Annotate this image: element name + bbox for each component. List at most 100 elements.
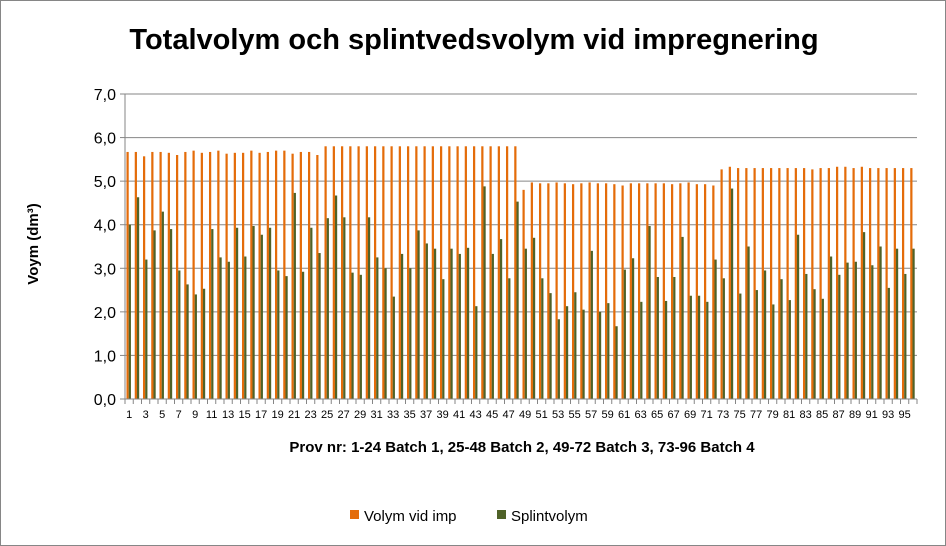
- bar-splintvolym: [895, 248, 899, 399]
- legend-label-volym-vid-imp: Volym vid imp: [364, 508, 457, 525]
- bar-volym-vid-imp: [159, 151, 162, 399]
- bar-volym-vid-imp: [225, 153, 228, 399]
- bar-volym-vid-imp: [522, 189, 525, 399]
- bar-volym-vid-imp: [373, 146, 377, 399]
- bar-volym-vid-imp: [274, 150, 278, 399]
- bar-volym-vid-imp: [365, 146, 368, 399]
- bar-splintvolym: [780, 279, 783, 399]
- bar-volym-vid-imp: [629, 183, 632, 399]
- x-tick-label: 9: [192, 409, 198, 421]
- x-tick-label: 85: [816, 409, 828, 421]
- bar-splintvolym: [293, 192, 296, 399]
- bar-splintvolym: [334, 195, 338, 399]
- y-axis-ticks: 0,0 1,0 2,0 3,0 4,0 5,0 6,0 7,0: [94, 87, 125, 409]
- bar-splintvolym: [161, 211, 164, 399]
- bar-volym-vid-imp: [794, 168, 797, 399]
- bar-volym-vid-imp: [431, 146, 434, 399]
- bar-volym-vid-imp: [464, 146, 467, 399]
- bar-volym-vid-imp: [687, 182, 690, 399]
- bar-volym-vid-imp: [588, 182, 591, 399]
- bar-volym-vid-imp: [736, 168, 740, 399]
- bar-volym-vid-imp: [217, 150, 220, 399]
- x-axis-label: Prov nr: 1-24 Batch 1, 25-48 Batch 2, 49…: [289, 439, 755, 456]
- bar-splintvolym: [343, 217, 346, 399]
- x-tick-label: 45: [486, 409, 498, 421]
- bar-volym-vid-imp: [852, 168, 855, 399]
- bar-splintvolym: [541, 278, 544, 399]
- bar-volym-vid-imp: [382, 146, 385, 399]
- y-tick-label: 1,0: [94, 348, 116, 365]
- bar-splintvolym: [145, 259, 148, 399]
- bar-splintvolym: [169, 229, 173, 399]
- bar-splintvolym: [318, 253, 321, 399]
- bar-splintvolym: [565, 306, 569, 399]
- x-tick-label: 1: [126, 409, 132, 421]
- x-tick-label: 81: [783, 409, 795, 421]
- bar-volym-vid-imp: [901, 168, 905, 399]
- x-tick-label: 59: [602, 409, 614, 421]
- x-tick-label: 39: [437, 409, 449, 421]
- x-tick-label: 91: [866, 409, 878, 421]
- bar-volym-vid-imp: [580, 183, 583, 399]
- bar-volym-vid-imp: [695, 184, 698, 399]
- bar-volym-vid-imp: [283, 150, 286, 399]
- bar-splintvolym: [788, 300, 791, 399]
- bar-volym-vid-imp: [175, 155, 179, 399]
- bar-splintvolym: [549, 293, 552, 399]
- bar-volym-vid-imp: [258, 152, 261, 399]
- legend-swatch-volym-vid-imp: [350, 510, 359, 519]
- bar-volym-vid-imp: [646, 183, 649, 399]
- bar-volym-vid-imp: [563, 183, 566, 399]
- bar-volym-vid-imp: [662, 183, 665, 399]
- x-tick-label: 23: [305, 409, 317, 421]
- bar-volym-vid-imp: [415, 146, 418, 399]
- bar-splintvolym: [590, 250, 593, 399]
- bar-volym-vid-imp: [613, 184, 616, 399]
- x-tick-label: 67: [668, 409, 680, 421]
- bar-splintvolym: [656, 277, 659, 399]
- bar-volym-vid-imp: [745, 168, 748, 399]
- bar-splintvolym: [871, 265, 874, 399]
- bar-splintvolym: [805, 273, 808, 399]
- bar-volym-vid-imp: [192, 150, 195, 399]
- bar-splintvolym: [491, 253, 494, 399]
- bar-volym-vid-imp: [811, 169, 814, 399]
- bar-volym-vid-imp: [390, 146, 393, 399]
- bar-volym-vid-imp: [184, 151, 187, 399]
- bar-volym-vid-imp: [208, 151, 212, 399]
- x-tick-label: 33: [387, 409, 399, 421]
- bar-splintvolym: [516, 201, 519, 399]
- bar-splintvolym: [714, 259, 717, 399]
- bar-volym-vid-imp: [868, 168, 872, 399]
- bar-splintvolym: [450, 248, 453, 399]
- bar-volym-vid-imp: [250, 150, 253, 399]
- x-tick-label: 69: [684, 409, 696, 421]
- x-tick-label: 93: [882, 409, 894, 421]
- bar-volym-vid-imp: [406, 146, 410, 399]
- bar-splintvolym: [673, 277, 676, 399]
- bar-volym-vid-imp: [769, 168, 773, 399]
- x-tick-label: 41: [453, 409, 465, 421]
- x-tick-label: 73: [717, 409, 729, 421]
- bar-splintvolym: [722, 278, 725, 399]
- x-tick-label: 77: [750, 409, 762, 421]
- bar-volym-vid-imp: [538, 183, 542, 399]
- x-tick-label: 95: [899, 409, 911, 421]
- bar-volym-vid-imp: [514, 146, 517, 399]
- bar-splintvolym: [458, 253, 461, 399]
- bar-splintvolym: [747, 246, 750, 399]
- bar-splintvolym: [384, 268, 387, 399]
- bar-splintvolym: [202, 288, 206, 399]
- bar-volym-vid-imp: [885, 168, 888, 399]
- x-tick-label: 11: [206, 409, 217, 421]
- bar-volym-vid-imp: [728, 166, 731, 399]
- bar-splintvolym: [557, 319, 560, 399]
- bar-splintvolym: [640, 301, 643, 399]
- bar-volym-vid-imp: [860, 166, 863, 399]
- bar-splintvolym: [598, 311, 602, 399]
- bar-volym-vid-imp: [877, 168, 880, 399]
- legend: Volym vid imp Splintvolym: [350, 508, 588, 525]
- bar-volym-vid-imp: [670, 184, 674, 399]
- bar-splintvolym: [912, 248, 915, 399]
